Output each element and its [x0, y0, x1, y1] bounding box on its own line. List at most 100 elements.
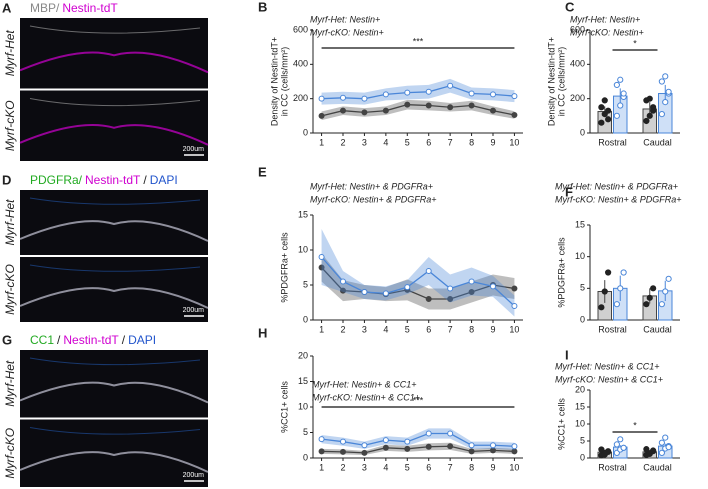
data-point [605, 269, 612, 276]
data-point [318, 95, 325, 102]
data-point [468, 289, 475, 295]
panel-letter: C [565, 0, 575, 14]
tissue-signal [29, 357, 201, 366]
tissue-signal [19, 451, 209, 473]
data-point [601, 97, 608, 104]
tissue-signal [29, 25, 201, 34]
scale-label: 200um [183, 146, 205, 153]
x-tick-label: 6 [426, 137, 431, 147]
image-title-part: Nestin-tdT [62, 1, 118, 15]
image-title-part: / [143, 173, 147, 187]
y-tick-label: 20 [298, 350, 308, 360]
series-line [321, 445, 515, 454]
tissue-signal [19, 123, 209, 146]
y-tick-label: 600 [570, 24, 585, 34]
image-title-part: Nestin-tdT [63, 333, 119, 347]
x-tick-label: 9 [490, 324, 495, 334]
data-point [665, 444, 672, 451]
y-axis-label: Density of Nestin-tdT+ [269, 37, 279, 126]
y-tick-label: 400 [570, 59, 585, 69]
image-title-part: Nestin-tdT [85, 173, 141, 187]
data-point [340, 107, 346, 114]
data-point [468, 442, 475, 449]
data-point [361, 442, 368, 449]
y-tick-label: 0 [580, 127, 585, 137]
data-point [447, 104, 454, 111]
data-point [617, 285, 624, 292]
data-point [490, 442, 496, 449]
data-point [425, 268, 432, 274]
data-point [646, 95, 653, 102]
data-point [490, 107, 496, 114]
data-point [617, 76, 624, 83]
x-tick-label: 3 [362, 462, 367, 472]
x-tick-label: 3 [362, 324, 367, 334]
row-label: Myrf-Het [3, 360, 17, 407]
data-point [646, 294, 653, 301]
series-line [321, 104, 515, 117]
data-point [643, 446, 650, 453]
data-point [340, 438, 346, 445]
data-point [404, 284, 411, 291]
y-tick-label: 200 [570, 93, 585, 103]
data-point [318, 112, 325, 119]
panel-letter: E [258, 164, 267, 179]
data-point [511, 303, 518, 309]
x-tick-label: 10 [509, 324, 519, 334]
data-point [511, 285, 518, 292]
data-point [605, 448, 612, 455]
data-point [613, 112, 620, 119]
series-line [321, 432, 515, 447]
x-tick-label: 8 [469, 137, 474, 147]
data-point [318, 254, 325, 260]
x-tick-label: 9 [490, 462, 495, 472]
data-point [662, 434, 669, 441]
data-point [658, 439, 665, 446]
data-point [447, 285, 454, 292]
data-point [598, 304, 605, 311]
y-tick-label: 15 [575, 219, 585, 229]
data-point [662, 288, 669, 295]
image-title-part: / [57, 333, 61, 347]
data-point [658, 301, 665, 308]
data-point [425, 430, 432, 437]
data-point [468, 90, 475, 97]
tissue-signal [19, 51, 209, 74]
image-title-part: DAPI [128, 333, 156, 347]
micrograph [20, 190, 208, 255]
x-tick-label: 10 [509, 462, 519, 472]
row-label: Myrf-Het [3, 30, 17, 77]
data-point [613, 441, 620, 448]
significance-label: *** [413, 36, 424, 46]
x-tick-label: 7 [448, 324, 453, 334]
y-tick-label: 0 [580, 314, 585, 324]
legend-entry: Myrf-cKO: Nestin+ & PDGFRa+ [555, 194, 682, 204]
legend-entry: Myrf-cKO: Nestin+ [570, 27, 644, 37]
panel-letter: B [258, 0, 267, 14]
x-tick-label: 2 [340, 137, 345, 147]
data-point [404, 101, 411, 108]
data-point [361, 95, 368, 102]
y-tick-label: 0 [303, 127, 308, 137]
series-line [321, 267, 515, 300]
y-tick-label: 15 [298, 209, 308, 219]
legend-entry: Myrf-Het: Nestin+ & CC1+ [555, 361, 660, 371]
y-tick-label: 600 [293, 24, 308, 34]
significance-label: * [633, 420, 637, 430]
data-point [318, 448, 325, 455]
x-tick-label: Rostral [598, 324, 627, 334]
x-tick-label: Caudal [643, 462, 672, 472]
image-title-part: PDGFRa/ [30, 173, 83, 187]
y-axis-label: in CC (cells/mm²) [556, 47, 566, 117]
data-point [665, 275, 672, 282]
tissue-signal [29, 427, 201, 435]
legend-entry: Myrf-Het: Nestin+ & CC1+ [312, 379, 417, 389]
y-tick-label: 20 [575, 384, 585, 394]
y-tick-label: 5 [580, 283, 585, 293]
x-tick-label: 3 [362, 137, 367, 147]
data-point [340, 278, 346, 285]
x-tick-label: Caudal [643, 137, 672, 147]
data-point [511, 443, 518, 450]
x-tick-label: 10 [509, 137, 519, 147]
image-title-part: CC1 [30, 333, 54, 347]
